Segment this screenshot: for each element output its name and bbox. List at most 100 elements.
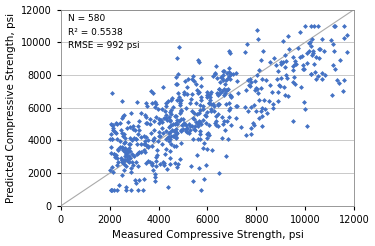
Point [245,109,251,113]
Point [258,58,264,62]
Point [135,132,141,136]
Point [332,67,338,71]
Point [112,130,118,134]
Point [173,130,179,134]
Point [113,122,119,125]
Point [118,156,124,160]
Point [200,118,206,122]
Point [119,158,125,162]
Point [302,107,307,111]
Point [178,108,184,112]
Point [176,72,181,76]
Point [173,136,179,140]
Point [154,153,160,156]
Point [204,93,210,97]
Point [119,99,125,103]
Point [154,138,160,142]
Point [308,24,314,28]
Point [166,115,172,119]
Point [113,153,119,157]
Point [129,160,135,164]
Point [285,94,291,98]
Text: RMSE = 992 psi: RMSE = 992 psi [68,41,140,50]
Point [142,139,148,143]
Point [285,34,291,38]
Point [124,154,130,158]
Point [228,95,234,99]
Point [143,135,149,139]
Point [167,149,173,153]
Point [142,113,148,117]
Point [160,160,166,164]
Point [172,114,178,118]
Point [220,74,226,77]
Point [254,86,260,90]
Point [195,122,201,126]
Point [256,116,262,120]
Point [158,162,164,166]
Point [193,82,199,86]
Point [156,135,162,138]
Point [203,114,209,118]
Point [151,119,157,123]
Point [223,154,229,158]
Point [135,187,141,191]
Point [121,168,127,172]
Point [315,74,321,78]
Point [198,84,204,88]
Point [216,87,222,91]
Point [224,71,230,75]
Point [225,88,231,92]
Point [121,132,127,136]
Point [120,146,126,150]
Point [181,122,187,126]
Point [114,156,120,160]
Point [292,62,298,65]
Point [154,148,160,152]
Point [122,154,128,158]
Point [219,89,225,93]
Point [133,137,139,141]
Point [251,123,257,127]
Point [195,137,201,140]
Point [108,187,114,191]
Point [166,135,172,139]
Point [171,135,177,138]
Point [190,179,196,183]
Point [208,107,214,111]
Point [171,129,177,133]
Point [207,98,213,102]
Point [134,137,140,141]
Point [197,108,203,112]
Point [124,120,130,124]
Point [169,96,175,100]
Point [278,60,284,64]
Point [156,130,162,134]
Point [191,127,197,131]
Point [223,78,229,82]
Point [181,90,187,94]
Point [221,120,227,123]
Point [163,138,169,141]
Point [166,131,172,135]
Point [126,154,132,158]
Point [110,137,116,141]
Point [243,88,249,92]
Point [226,49,232,53]
Point [226,101,232,105]
Point [204,136,210,140]
Point [134,142,140,146]
Point [132,128,138,132]
Point [248,105,254,109]
Point [176,46,182,49]
Point [267,61,273,64]
Point [124,149,130,153]
Point [215,102,221,106]
Point [138,150,144,154]
Point [148,89,154,93]
Point [128,170,134,174]
Point [275,99,281,103]
Point [191,111,197,115]
Point [219,136,225,140]
Point [224,119,230,123]
